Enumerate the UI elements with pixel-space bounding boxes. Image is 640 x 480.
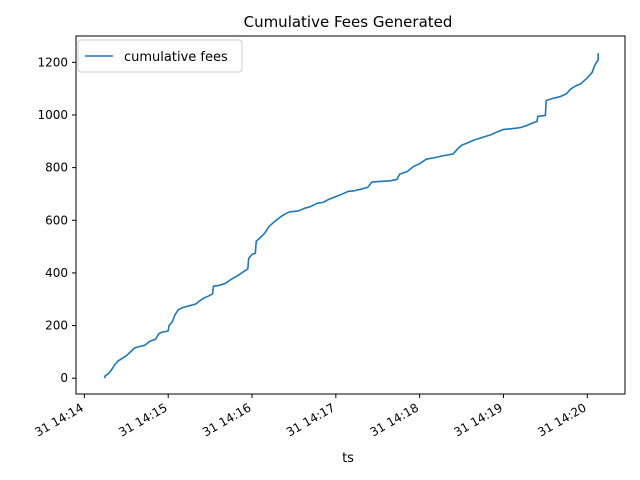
y-tick-label: 0 xyxy=(60,371,68,385)
x-axis-label: ts xyxy=(342,451,354,466)
legend-label: cumulative fees xyxy=(124,50,228,65)
y-tick-label: 1200 xyxy=(37,55,68,69)
y-tick-label: 400 xyxy=(45,266,68,280)
plot-frame xyxy=(75,35,626,395)
y-axis: 0 200 400 600 800 1000 1200 xyxy=(37,55,76,385)
y-tick-label: 600 xyxy=(45,213,68,227)
legend-box xyxy=(77,39,243,73)
legend: cumulative fees xyxy=(77,39,243,73)
y-tick-label: 1000 xyxy=(37,108,68,122)
y-tick-label: 200 xyxy=(45,319,68,333)
series-line-cumulative-fees xyxy=(103,53,599,379)
chart-title: Cumulative Fees Generated xyxy=(244,13,453,31)
plot-area xyxy=(75,35,626,395)
y-tick-label: 800 xyxy=(45,161,68,175)
